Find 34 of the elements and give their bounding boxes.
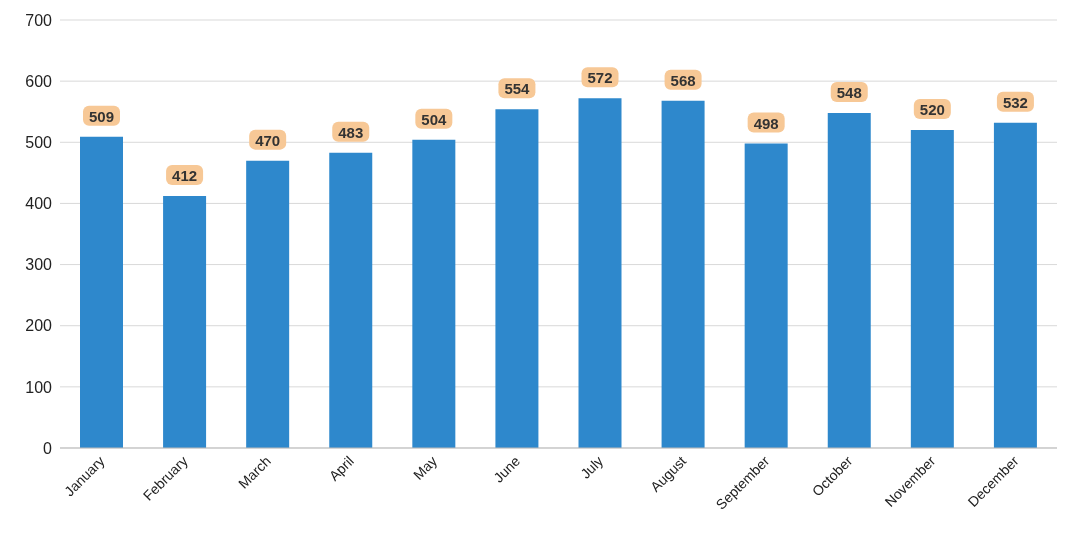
data-label: 504 bbox=[421, 110, 447, 128]
data-label: 572 bbox=[587, 69, 613, 87]
data-label: 470 bbox=[255, 131, 281, 149]
data-label: 483 bbox=[338, 123, 364, 141]
bar bbox=[80, 136, 123, 448]
y-tick-label: 200 bbox=[25, 317, 53, 335]
data-label: 498 bbox=[753, 114, 779, 132]
bar bbox=[993, 122, 1037, 448]
bar bbox=[744, 143, 788, 448]
y-tick-label: 300 bbox=[25, 256, 53, 274]
bar bbox=[495, 109, 539, 448]
data-label: 548 bbox=[836, 83, 862, 101]
data-label: 532 bbox=[1002, 93, 1028, 111]
bar bbox=[578, 98, 622, 448]
y-tick-label: 400 bbox=[25, 195, 53, 213]
y-tick-label: 0 bbox=[43, 439, 53, 457]
bar bbox=[412, 139, 456, 448]
y-tick-label: 500 bbox=[25, 133, 53, 151]
bar bbox=[246, 160, 290, 448]
y-tick-label: 700 bbox=[25, 11, 53, 29]
bar bbox=[661, 100, 705, 448]
bar bbox=[827, 112, 871, 448]
x-tick-label: May bbox=[409, 452, 440, 483]
data-label: 412 bbox=[172, 167, 198, 185]
bar bbox=[163, 196, 207, 448]
y-tick-label: 600 bbox=[25, 72, 53, 90]
data-label: 509 bbox=[88, 107, 115, 125]
bar bbox=[910, 130, 954, 448]
x-tick-label: July bbox=[577, 452, 607, 482]
y-tick-label: 100 bbox=[25, 378, 53, 396]
data-label: 520 bbox=[919, 101, 945, 119]
data-label: 568 bbox=[670, 71, 696, 89]
data-label: 554 bbox=[504, 80, 531, 98]
bar bbox=[329, 152, 373, 448]
